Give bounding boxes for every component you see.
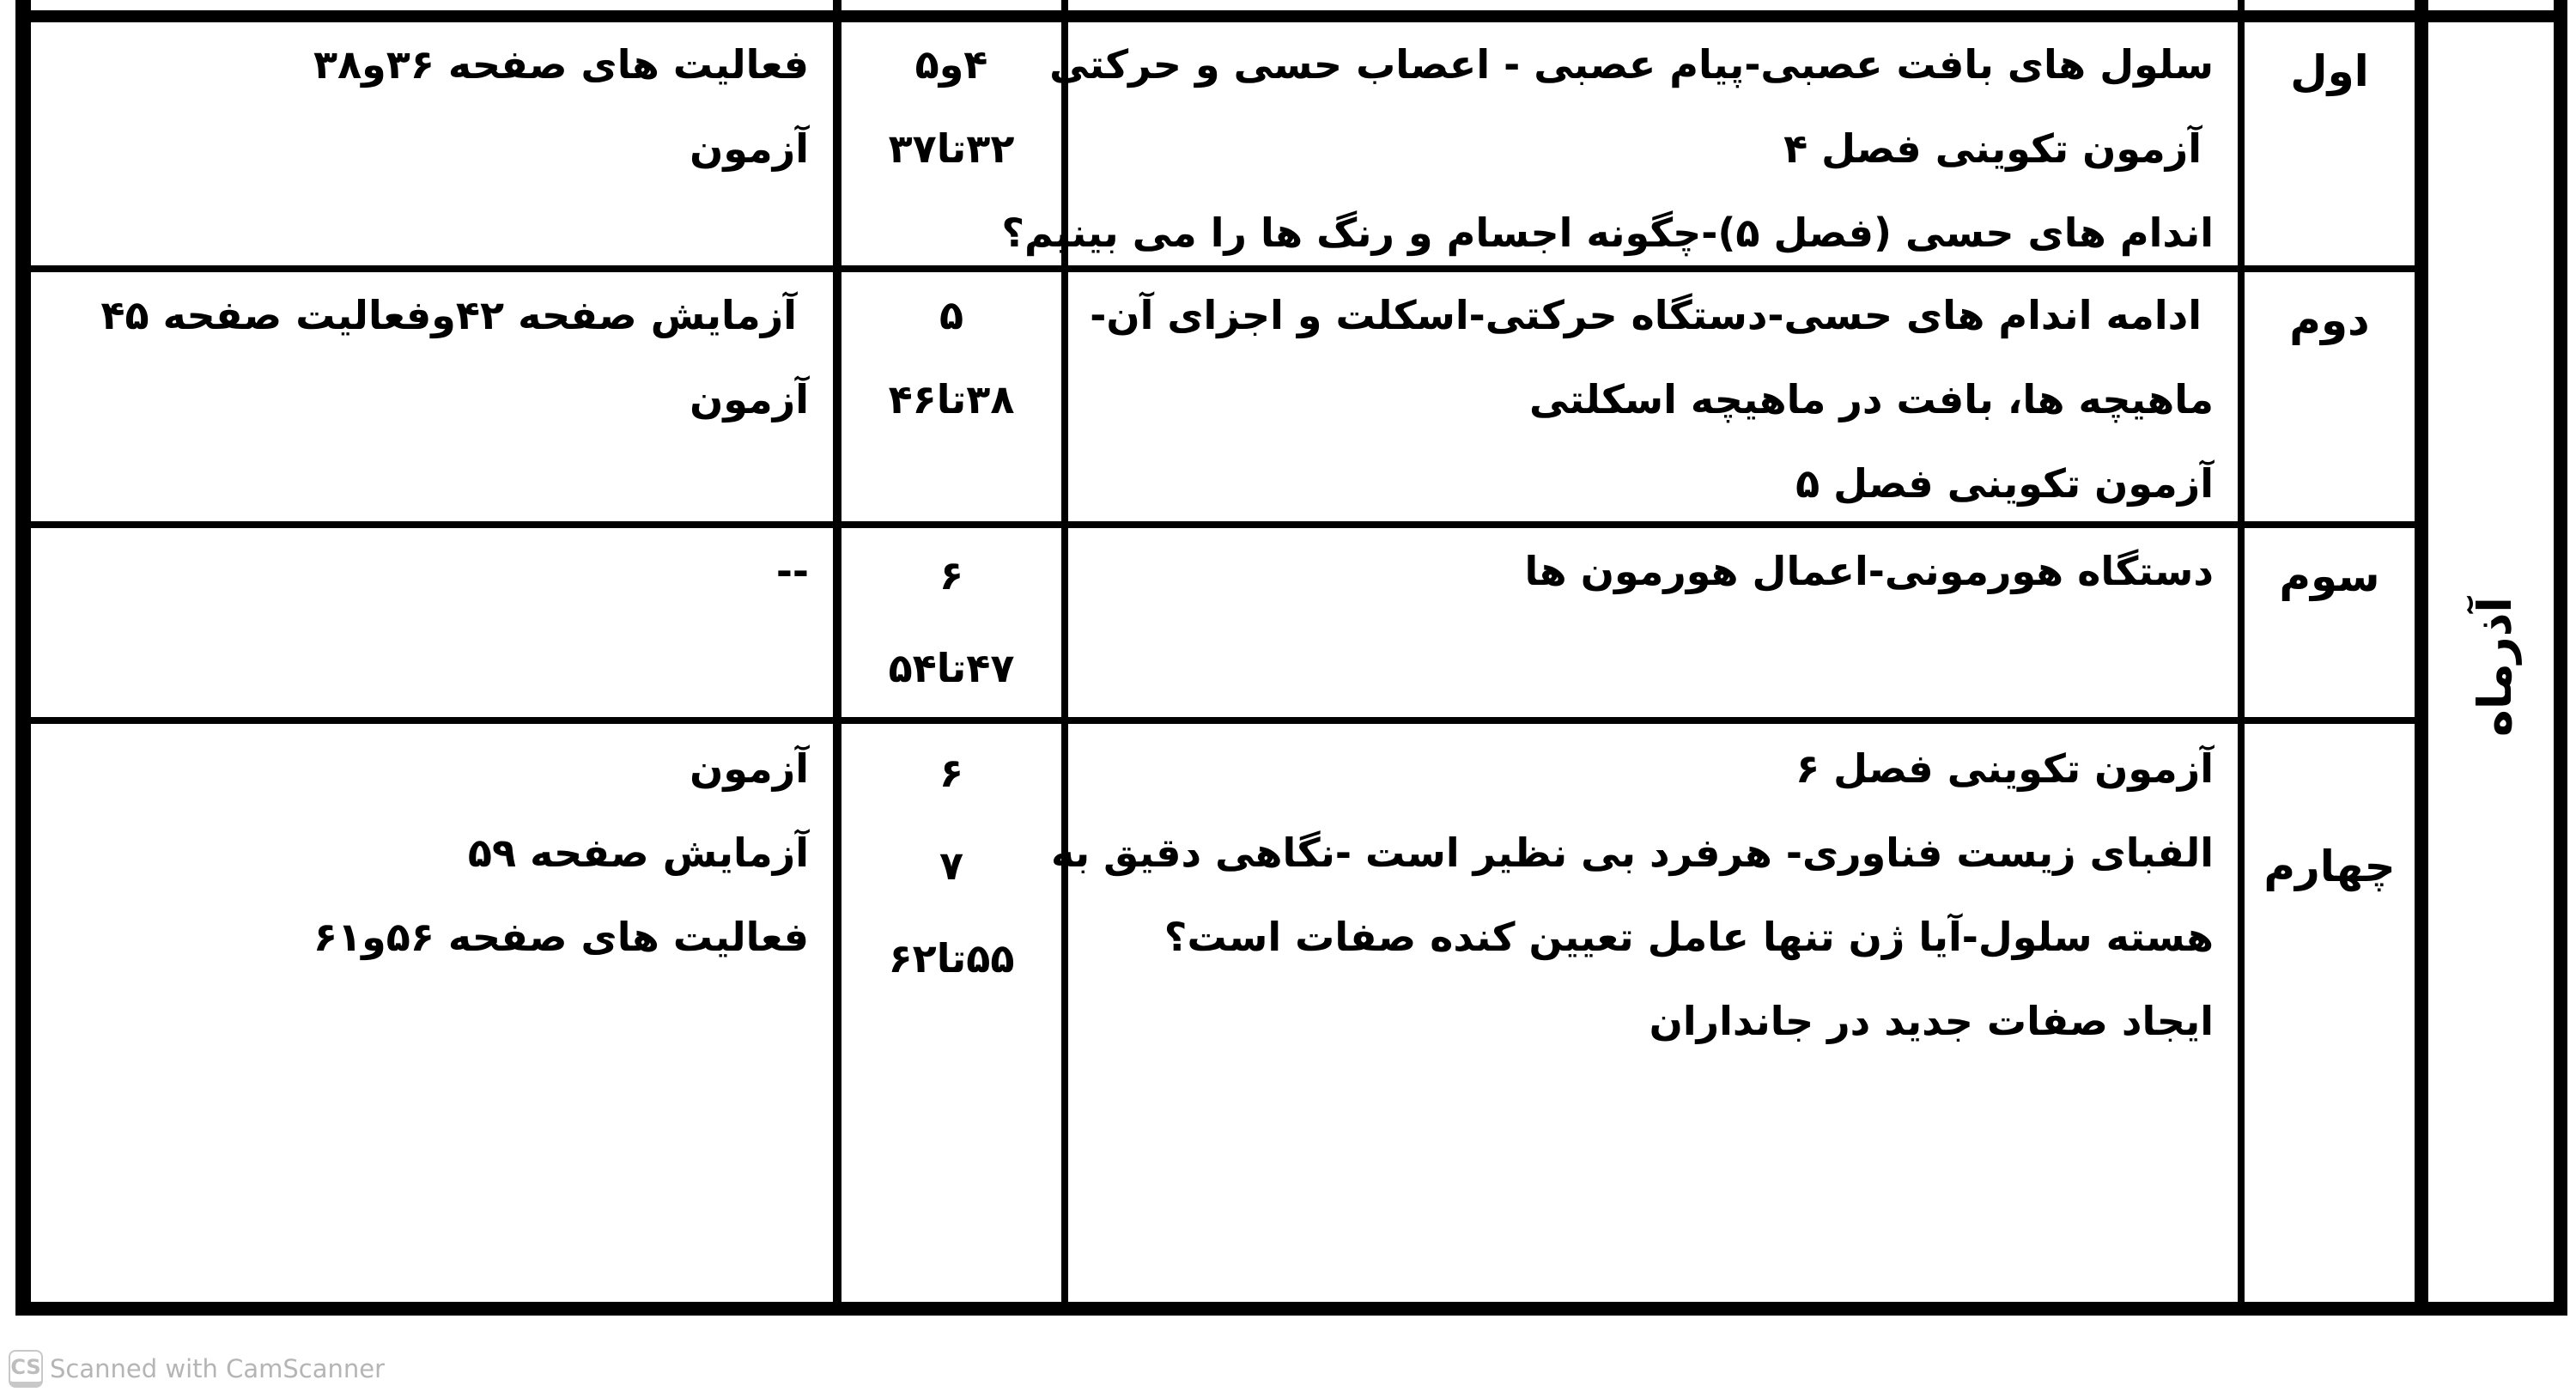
topic-line: ایجاد صفات جدید در جانداران bbox=[1649, 998, 2214, 1044]
chapter-cell: ۵ ۳۸تا۴۶ bbox=[841, 273, 1061, 441]
week-label: سوم bbox=[2279, 551, 2380, 601]
topic-line: الفبای زیست فناوری- هرفرد بی نظیر است -ن… bbox=[1050, 830, 2214, 876]
topics-cell: ادامه اندام های حسی-دستگاه حرکتی-اسکلت و… bbox=[1068, 273, 2238, 526]
chapter-line: ۳۲تا۳۷ bbox=[888, 125, 1015, 172]
topics-cell: دستگاه هورمونی-اعمال هورمون ها bbox=[1068, 529, 2238, 613]
topic-line: آزمون تکوینی فصل ۵ bbox=[1795, 460, 2214, 507]
column-divider bbox=[2238, 0, 2245, 1305]
topic-line: آزمون تکوینی فصل ۴ bbox=[1783, 125, 2202, 172]
week-label: چهارم bbox=[2263, 842, 2396, 891]
topics-cell: آزمون تکوینی فصل ۶ الفبای زیست فناوری- ه… bbox=[1050, 726, 2238, 1063]
activity-line: آزمون bbox=[690, 745, 809, 792]
topic-line: اندام های حسی (فصل ۵)-چگونه اجسام و رنگ … bbox=[1001, 210, 2214, 256]
camscanner-watermark: CS Scanned with CamScanner bbox=[9, 1350, 385, 1388]
watermark-text: Scanned with CamScanner bbox=[50, 1354, 386, 1383]
chapter-line: ۵ bbox=[939, 292, 964, 338]
topics-cell: سلول های بافت عصبی-پیام عصبی - اعصاب حسی… bbox=[1001, 22, 2238, 275]
activity-line: فعالیت های صفحه ۵۶و۶۱ bbox=[313, 914, 809, 960]
topic-line: ماهیچه ها، بافت در ماهیچه اسکلتی bbox=[1529, 376, 2214, 422]
activities-cell: آزمون آزمایش صفحه ۵۹ فعالیت های صفحه ۵۶و… bbox=[31, 726, 833, 979]
week-label: اول bbox=[2290, 46, 2369, 96]
chapter-cell: ۶ ۷ ۵۵تا۶۲ bbox=[841, 726, 1061, 1005]
row-divider bbox=[31, 717, 2418, 724]
topic-line: دستگاه هورمونی-اعمال هورمون ها bbox=[1524, 548, 2214, 594]
chapter-cell: ۶ ۴۷تا۵۴ bbox=[841, 529, 1061, 714]
week-cell: اول bbox=[2245, 29, 2415, 113]
chapter-line: ۳۸تا۴۶ bbox=[888, 376, 1015, 422]
activity-line: آزمایش صفحه ۵۹ bbox=[467, 830, 809, 876]
table-border-left bbox=[15, 0, 31, 1314]
column-divider bbox=[2415, 0, 2428, 1305]
activity-line: آزمایش صفحه ۴۲وفعالیت صفحه ۴۵ bbox=[100, 292, 797, 338]
chapter-line: ۶ bbox=[939, 750, 964, 796]
activity-line: -- bbox=[775, 548, 809, 594]
chapter-line: ۷ bbox=[939, 842, 964, 889]
week-cell: چهارم bbox=[2245, 824, 2415, 909]
camscanner-logo-icon: CS bbox=[9, 1350, 43, 1388]
topic-line: هسته سلول-آیا ژن تنها عامل تعیین کنده صف… bbox=[1163, 914, 2214, 960]
activity-line: فعالیت های صفحه ۳۶و۳۸ bbox=[313, 41, 809, 88]
table-border-right bbox=[2554, 0, 2567, 1314]
chapter-line: ۴۷تا۵۴ bbox=[888, 645, 1015, 691]
chapter-line: ۴و۵ bbox=[914, 41, 988, 88]
month-cell: آذرماه bbox=[2434, 20, 2555, 1314]
row-divider bbox=[31, 521, 2418, 528]
table-border-top bbox=[15, 10, 2567, 22]
week-cell: دوم bbox=[2245, 278, 2415, 362]
chapter-line: ۶ bbox=[939, 552, 964, 599]
topic-line: ادامه اندام های حسی-دستگاه حرکتی-اسکلت و… bbox=[1090, 292, 2202, 338]
topic-line: سلول های بافت عصبی-پیام عصبی - اعصاب حسی… bbox=[1049, 41, 2214, 88]
row-divider bbox=[31, 265, 2418, 272]
activities-cell: فعالیت های صفحه ۳۶و۳۸ آزمون bbox=[31, 22, 833, 191]
chapter-cell: ۴و۵ ۳۲تا۳۷ bbox=[841, 22, 1061, 191]
activities-cell: آزمایش صفحه ۴۲وفعالیت صفحه ۴۵ آزمون bbox=[31, 273, 833, 441]
week-label: دوم bbox=[2289, 295, 2370, 345]
table-border-bottom bbox=[15, 1302, 2567, 1316]
activities-cell: -- bbox=[31, 529, 833, 613]
activity-line: آزمون bbox=[690, 125, 809, 172]
topic-line: آزمون تکوینی فصل ۶ bbox=[1795, 745, 2214, 792]
chapter-line: ۵۵تا۶۲ bbox=[888, 935, 1015, 982]
column-divider bbox=[1061, 0, 1068, 1305]
column-divider bbox=[833, 0, 841, 1305]
month-label: آذرماه bbox=[2467, 597, 2522, 737]
activity-line: آزمون bbox=[690, 376, 809, 422]
week-cell: سوم bbox=[2245, 534, 2415, 618]
